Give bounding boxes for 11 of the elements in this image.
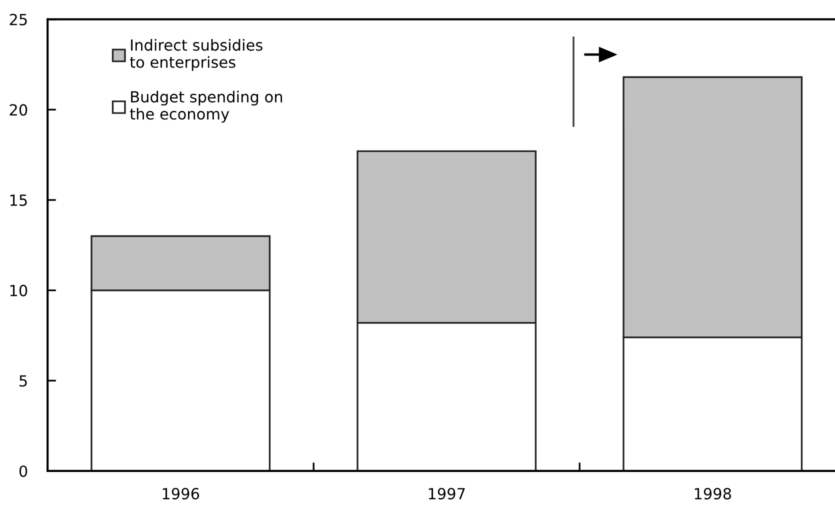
y-tick-label: 0 bbox=[19, 465, 28, 477]
x-tick-label: 1997 bbox=[428, 488, 465, 500]
y-tick-label: 25 bbox=[10, 14, 27, 26]
y-tick-label: 15 bbox=[10, 194, 27, 206]
y-tick-label: 20 bbox=[10, 104, 28, 116]
x-tick-label: 1996 bbox=[162, 488, 200, 500]
x-tick-label: 1998 bbox=[694, 488, 732, 500]
y-tick-label: 5 bbox=[20, 375, 27, 387]
legend-label: Budget spending on the economy bbox=[130, 90, 282, 123]
y-tick-label: 10 bbox=[10, 284, 28, 296]
legend-label: Indirect subsidies to enterprises bbox=[130, 38, 262, 71]
